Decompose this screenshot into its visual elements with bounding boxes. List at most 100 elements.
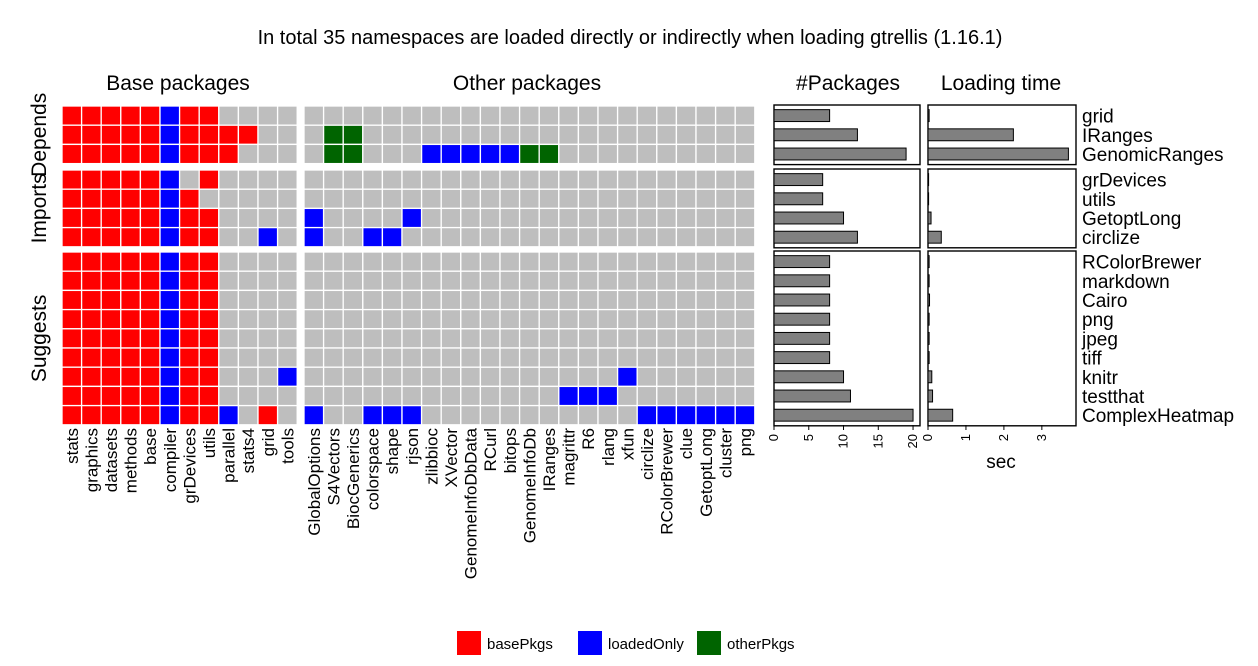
cell-markdown-grdevices [178, 270, 200, 292]
cell-png-colorspace [362, 308, 384, 330]
cell-cairo-bitops [499, 289, 521, 311]
cell-cairo-clue [675, 289, 697, 311]
cell-grid-rlang [597, 105, 619, 126]
cell-png-rcurl [479, 308, 501, 330]
cell-genomicranges-circlize [636, 143, 658, 165]
cell-knitr-colorspace [362, 366, 384, 388]
col-label-globaloptions: GlobalOptions [305, 428, 324, 536]
cell-rcolorbrewer-stats4 [237, 251, 259, 272]
cell-png-biocgenerics [342, 308, 364, 330]
cell-knitr-rcurl [479, 366, 501, 388]
cell-testthat-base [139, 385, 161, 407]
cell-tiff-utils [198, 347, 220, 368]
cell-complexheatmap-xfun [616, 404, 638, 426]
cell-tiff-globaloptions [303, 347, 325, 368]
cell-png-utils [198, 308, 220, 330]
cell-markdown-png [734, 270, 756, 292]
cell-circlize-globaloptions [303, 226, 325, 248]
cell-complexheatmap-colorspace [362, 404, 384, 426]
cell-jpeg-grdevices [178, 328, 200, 349]
cell-utils-grid [257, 188, 279, 210]
cell-testthat-methods [120, 385, 142, 407]
cell-rcolorbrewer-compiler [159, 251, 181, 272]
col-label-stats: stats [63, 428, 82, 464]
cell-genomicranges-rcurl [479, 143, 501, 165]
cell-genomicranges-methods [120, 143, 142, 165]
cell-markdown-grid [257, 270, 279, 292]
cell-jpeg-cluster [714, 328, 736, 349]
cell-tiff-s4vectors [322, 347, 344, 368]
row-group-depends: Depends [28, 93, 51, 177]
row-group-suggests: Suggests [28, 295, 51, 383]
cell-grid-genomeinfodbdata [460, 105, 482, 126]
cell-utils-stats4 [237, 188, 259, 210]
cell-knitr-grdevices [178, 366, 200, 388]
cell-iranges-zlibbioc [420, 124, 442, 146]
cell-grid-r6 [577, 105, 599, 126]
cell-tiff-compiler [159, 347, 181, 368]
cell-utils-s4vectors [322, 188, 344, 210]
cell-knitr-s4vectors [322, 366, 344, 388]
cell-utils-genomeinfodb [518, 188, 540, 210]
loading-bar-tiff [927, 351, 930, 365]
cell-jpeg-getoptlong [695, 328, 717, 349]
cell-tiff-zlibbioc [420, 347, 442, 368]
cell-complexheatmap-base [139, 404, 161, 426]
cell-knitr-bitops [499, 366, 521, 388]
cell-jpeg-utils [198, 328, 220, 349]
cell-knitr-cluster [714, 366, 736, 388]
cell-complexheatmap-bitops [499, 404, 521, 426]
cell-circlize-compiler [159, 226, 181, 248]
cell-getoptlong-grid [257, 207, 279, 229]
cell-cairo-stats4 [237, 289, 259, 311]
cell-iranges-grdevices [178, 124, 200, 146]
cell-grid-s4vectors [322, 105, 344, 126]
cell-cairo-grdevices [178, 289, 200, 311]
cell-grdevices-rlang [597, 169, 619, 190]
cell-jpeg-xfun [616, 328, 638, 349]
cell-rcolorbrewer-base [139, 251, 161, 272]
cell-utils-utils [198, 188, 220, 210]
cell-circlize-rjson [401, 226, 423, 248]
cell-getoptlong-stats4 [237, 207, 259, 229]
col-label-shape: shape [383, 428, 402, 474]
packages-tick-label-10: 10 [836, 434, 851, 448]
cell-tiff-circlize [636, 347, 658, 368]
loading-bar-circlize [927, 230, 942, 244]
cell-grid-png [734, 105, 756, 126]
cell-png-parallel [218, 308, 240, 330]
cell-cairo-base [139, 289, 161, 311]
cell-circlize-bitops [499, 226, 521, 248]
cell-tiff-xvector [440, 347, 462, 368]
cell-utils-parallel [218, 188, 240, 210]
cell-png-rjson [401, 308, 423, 330]
cell-markdown-compiler [159, 270, 181, 292]
cell-rcolorbrewer-rcolorbrewer [656, 251, 678, 272]
cell-grdevices-s4vectors [322, 169, 344, 190]
cell-iranges-xvector [440, 124, 462, 146]
packages-bar-cairo [773, 293, 831, 307]
cell-markdown-parallel [218, 270, 240, 292]
legend-swatch-otherpkgs [697, 631, 721, 655]
cell-complexheatmap-parallel [218, 404, 240, 426]
cell-getoptlong-shape [381, 207, 403, 229]
cell-iranges-base [139, 124, 161, 146]
cell-genomicranges-parallel [218, 143, 240, 165]
cell-cairo-circlize [636, 289, 658, 311]
cell-grdevices-biocgenerics [342, 169, 364, 190]
cell-jpeg-grid [257, 328, 279, 349]
cell-markdown-iranges [538, 270, 560, 292]
cell-iranges-shape [381, 124, 403, 146]
cell-iranges-stats [61, 124, 83, 146]
cell-jpeg-zlibbioc [420, 328, 442, 349]
cell-rcolorbrewer-clue [675, 251, 697, 272]
cell-knitr-genomeinfodbdata [460, 366, 482, 388]
cell-tiff-rjson [401, 347, 423, 368]
cell-iranges-colorspace [362, 124, 384, 146]
cell-markdown-tools [276, 270, 298, 292]
packages-tick-label-20: 20 [905, 434, 920, 448]
loading-bar-getoptlong [927, 211, 932, 225]
col-label-png: png [736, 428, 755, 456]
cell-circlize-stats4 [237, 226, 259, 248]
